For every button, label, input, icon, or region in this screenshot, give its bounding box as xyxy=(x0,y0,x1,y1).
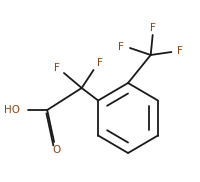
Text: F: F xyxy=(118,42,124,52)
Text: F: F xyxy=(177,46,183,56)
Text: HO: HO xyxy=(4,105,20,115)
Text: F: F xyxy=(54,63,60,73)
Text: F: F xyxy=(97,58,102,68)
Text: O: O xyxy=(52,145,60,155)
Text: F: F xyxy=(150,23,156,33)
